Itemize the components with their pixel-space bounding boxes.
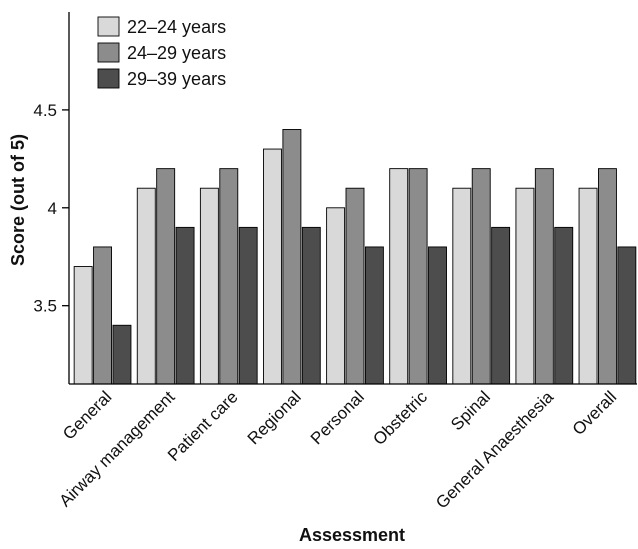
x-category-label: General Anaesthesia xyxy=(432,387,557,512)
bar-regional-series-1 xyxy=(263,148,282,385)
bar-overall-series-1 xyxy=(578,187,598,385)
x-category-label: Personal xyxy=(307,387,368,448)
y-axis-title: Score (out of 5) xyxy=(8,134,28,266)
y-tick-label: 4 xyxy=(48,199,57,218)
axes-layer xyxy=(68,12,637,385)
legend-label: 24–29 years xyxy=(127,43,226,63)
legend: 22–24 years 24–29 years 29–39 years xyxy=(97,16,226,89)
bar-spinal-series-2 xyxy=(471,168,491,385)
bar-obstetric-series-1 xyxy=(389,168,409,385)
bar-spinal-series-3 xyxy=(491,226,511,385)
bar-general-series-1 xyxy=(73,266,93,385)
x-category-label: General xyxy=(59,387,115,443)
bar-obstetric-series-2 xyxy=(408,168,428,385)
x-category-label: Obstetric xyxy=(369,387,431,449)
legend-swatch xyxy=(97,42,120,63)
bar-general-series-2 xyxy=(93,246,113,385)
legend-swatch xyxy=(97,16,120,37)
bar-airway-management-series-1 xyxy=(136,187,156,385)
y-ticks: 3.5 4 4.5 xyxy=(33,101,69,316)
x-category-label: Regional xyxy=(244,387,305,448)
bar-general-series-3 xyxy=(112,324,132,385)
x-category-label: Overall xyxy=(569,387,621,439)
bar-overall-series-3 xyxy=(617,246,637,385)
bar-patient-care-series-1 xyxy=(199,187,219,385)
y-tick-label: 3.5 xyxy=(33,297,57,316)
bar-general-anaesthesia-series-1 xyxy=(515,187,535,385)
x-category-label: Spinal xyxy=(447,387,494,434)
bar-regional-series-3 xyxy=(301,226,321,385)
legend-swatch xyxy=(97,68,120,89)
bar-spinal-series-1 xyxy=(452,187,472,385)
legend-label: 22–24 years xyxy=(127,17,226,37)
legend-label: 29–39 years xyxy=(127,69,226,89)
y-tick-label: 4.5 xyxy=(33,101,57,120)
bar-overall-series-2 xyxy=(597,168,617,385)
bar-personal-series-3 xyxy=(364,246,384,385)
x-category-label: Airway management xyxy=(55,387,178,510)
bar-patient-care-series-3 xyxy=(238,226,258,385)
bar-airway-management-series-2 xyxy=(156,168,176,385)
bar-regional-series-2 xyxy=(282,129,302,385)
bar-general-anaesthesia-series-3 xyxy=(554,226,574,385)
bar-personal-series-1 xyxy=(326,207,346,385)
bars-layer xyxy=(73,129,637,385)
bar-personal-series-2 xyxy=(345,187,365,385)
bar-obstetric-series-3 xyxy=(428,246,447,385)
bar-airway-management-series-3 xyxy=(175,226,195,385)
bar-general-anaesthesia-series-2 xyxy=(534,168,554,385)
x-axis-title: Assessment xyxy=(299,525,405,545)
bar-patient-care-series-2 xyxy=(219,168,239,385)
